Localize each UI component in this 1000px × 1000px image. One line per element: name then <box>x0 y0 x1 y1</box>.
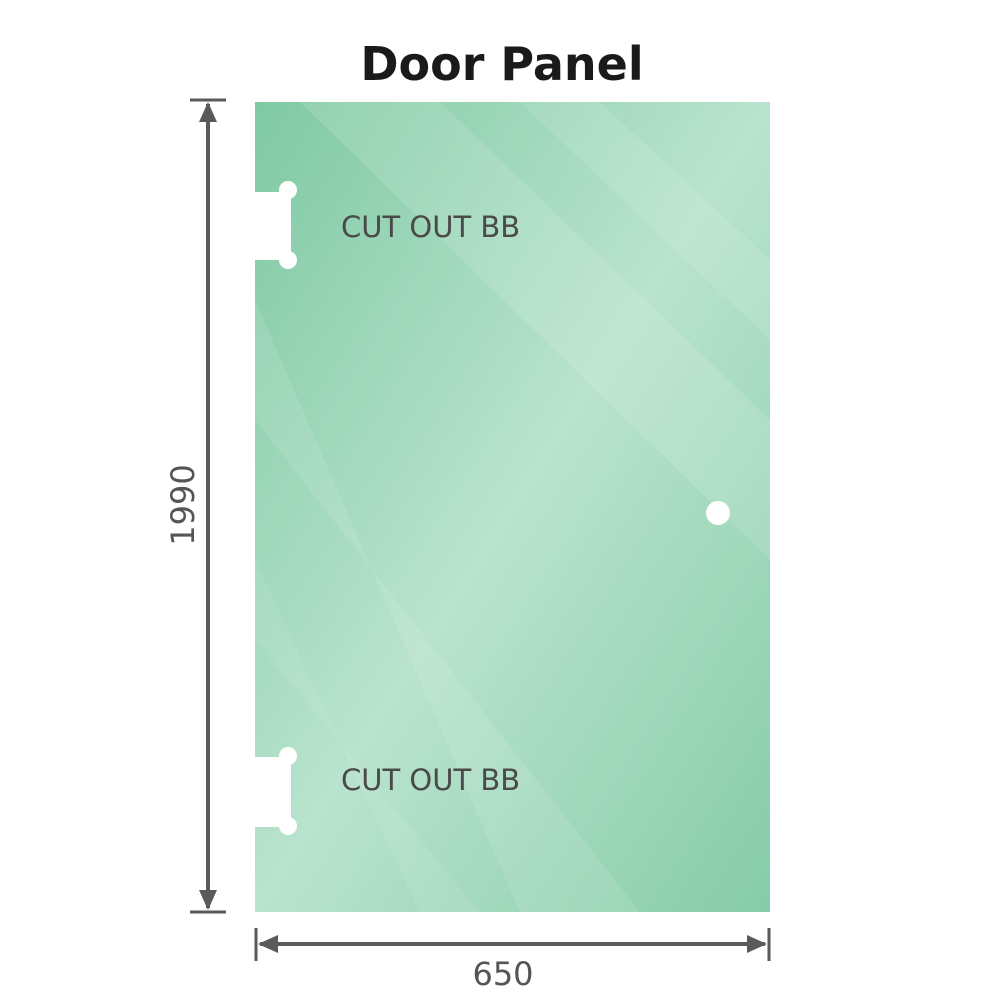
width-dimension-arrow <box>254 928 771 961</box>
cutout-top-label: CUT OUT BB <box>341 210 520 244</box>
cutout-bottom-label: CUT OUT BB <box>341 763 520 797</box>
cutout-bottom <box>253 747 297 835</box>
handle-hole <box>706 501 730 525</box>
height-dimension-label: 1990 <box>164 464 202 545</box>
glass-panel <box>255 102 770 912</box>
cutout-top <box>253 181 297 269</box>
diagram-title: Door Panel <box>360 37 643 91</box>
height-dimension-arrow <box>190 98 226 914</box>
width-dimension-label: 650 <box>472 955 533 993</box>
